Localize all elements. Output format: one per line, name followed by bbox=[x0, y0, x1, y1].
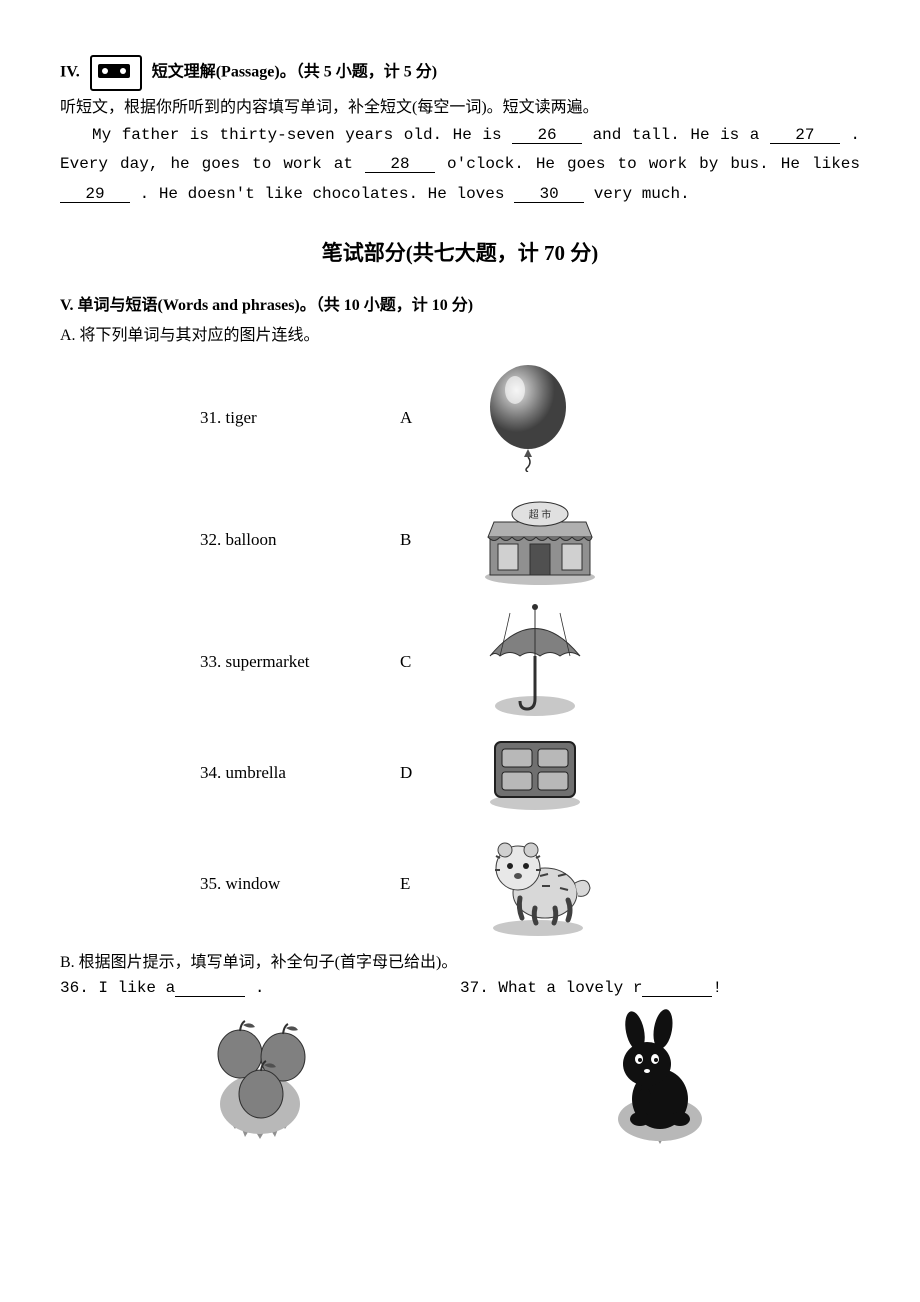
passage-text: o'clock. He goes to work by bus. He bbox=[447, 155, 800, 173]
balloon-icon bbox=[480, 362, 720, 472]
match-word-32: 32. balloon bbox=[200, 526, 400, 553]
blank-28[interactable]: 28 bbox=[365, 156, 435, 173]
q36-text: 36. I like a bbox=[60, 979, 175, 997]
match-row-33: 33. supermarket C bbox=[200, 600, 720, 722]
section-5-header: V. 单词与短语(Words and phrases)。（共 10 小题，计 1… bbox=[60, 293, 860, 319]
section-4-roman: IV. bbox=[60, 64, 80, 81]
part-a-instruction: A. 将下列单词与其对应的图片连线。 bbox=[60, 323, 860, 349]
match-letter-c: C bbox=[400, 648, 480, 675]
section-4-title: 短文理解(Passage)。（共 5 小题，计 5 分) bbox=[152, 64, 437, 81]
tiger-icon bbox=[480, 828, 720, 938]
part-b-questions: 36. I like a . 37. What a lovely r ! bbox=[60, 976, 860, 1002]
section-4-header: IV. 短文理解(Passage)。（共 5 小题，计 5 分) bbox=[60, 55, 860, 91]
written-section-title: 笔试部分(共七大题，计 70 分) bbox=[60, 237, 860, 271]
supermarket-icon: 超 市 bbox=[480, 492, 720, 587]
passage-text: very much. bbox=[594, 185, 690, 203]
svg-text:超 市: 超 市 bbox=[529, 508, 552, 521]
match-row-31: 31. tiger A bbox=[200, 356, 720, 478]
match-word-31: 31. tiger bbox=[200, 404, 400, 431]
section-5-roman: V. bbox=[60, 297, 74, 314]
part-b-images bbox=[60, 1009, 860, 1149]
blank-26[interactable]: 26 bbox=[512, 127, 582, 144]
blank-29[interactable]: 29 bbox=[60, 186, 130, 203]
match-word-34: 34. umbrella bbox=[200, 759, 400, 786]
match-letter-a: A bbox=[400, 404, 480, 431]
passage-text: likes bbox=[812, 155, 860, 173]
blank-30[interactable]: 30 bbox=[514, 186, 584, 203]
q37-text: 37. What a lovely r bbox=[460, 979, 642, 997]
match-letter-d: D bbox=[400, 759, 480, 786]
match-word-35: 35. window bbox=[200, 870, 400, 897]
passage-text: . He doesn't like chocolates. He loves bbox=[140, 185, 514, 203]
rabbit-icon bbox=[460, 1009, 860, 1149]
cassette-icon bbox=[90, 55, 142, 91]
passage-body: My father is thirty-seven years old. He … bbox=[60, 121, 860, 210]
match-row-32: 32. balloon B 超 市 bbox=[200, 478, 720, 600]
section-4-instruction: 听短文，根据你所听到的内容填写单词，补全短文(每空一词)。短文读两遍。 bbox=[60, 95, 860, 121]
passage-text: and tall. He is a bbox=[593, 126, 770, 144]
match-row-34: 34. umbrella D bbox=[200, 722, 720, 822]
q36-post: . bbox=[245, 979, 264, 997]
match-table: 31. tiger A 32. balloon B bbox=[200, 356, 720, 944]
match-word-33: 33. supermarket bbox=[200, 648, 400, 675]
match-row-35: 35. window E bbox=[200, 822, 720, 944]
passage-text: My father is thirty-seven years old. He … bbox=[92, 126, 512, 144]
section-5-title: 单词与短语(Words and phrases)。（共 10 小题，计 10 分… bbox=[78, 297, 474, 314]
question-36: 36. I like a . bbox=[60, 976, 460, 1002]
part-b-instruction: B. 根据图片提示，填写单词，补全句子(首字母已给出)。 bbox=[60, 950, 860, 976]
blank-36[interactable] bbox=[175, 980, 245, 997]
blank-37[interactable] bbox=[642, 980, 712, 997]
q37-post: ! bbox=[712, 979, 722, 997]
window-icon bbox=[480, 732, 720, 812]
apples-icon bbox=[60, 1009, 460, 1149]
match-letter-b: B bbox=[400, 526, 480, 553]
question-37: 37. What a lovely r ! bbox=[460, 976, 860, 1002]
match-letter-e: E bbox=[400, 870, 480, 897]
blank-27[interactable]: 27 bbox=[770, 127, 840, 144]
umbrella-icon bbox=[480, 601, 720, 721]
